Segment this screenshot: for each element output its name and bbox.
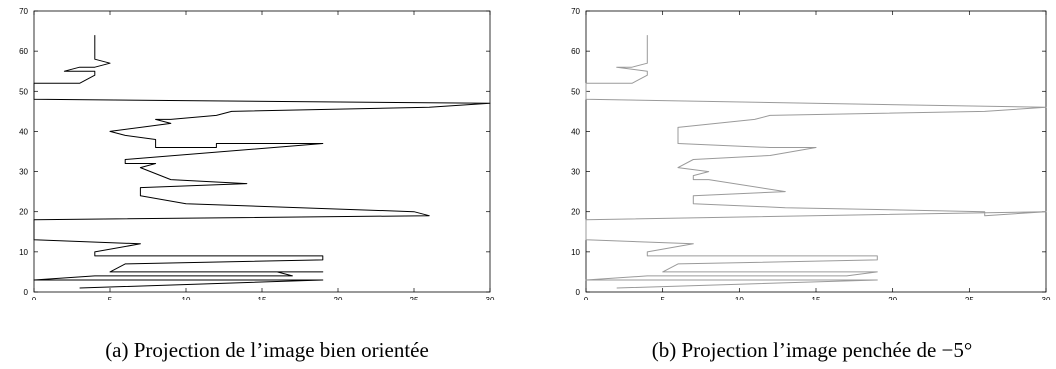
y-tick-label: 0 xyxy=(576,288,581,297)
plot-frame xyxy=(33,10,491,293)
x-tick-label: 0 xyxy=(32,296,37,300)
y-tick-label: 50 xyxy=(571,87,580,96)
x-tick-label: 10 xyxy=(182,296,191,300)
x-tick-label: 30 xyxy=(486,296,495,300)
x-tick-label: 25 xyxy=(965,296,974,300)
y-tick-label: 70 xyxy=(571,7,580,16)
projection-line xyxy=(585,35,1047,289)
x-tick-label: 5 xyxy=(108,296,113,300)
x-tick-label: 5 xyxy=(660,296,665,300)
caption-a: (a) Projection de l’image bien orientée xyxy=(105,338,429,362)
y-tick-label: 50 xyxy=(19,87,28,96)
x-tick-label: 20 xyxy=(334,296,343,300)
x-tick-label: 25 xyxy=(410,296,419,300)
y-tick-label: 0 xyxy=(24,288,29,297)
y-tick-label: 10 xyxy=(571,248,580,257)
chart-panel-a: 0 5 10 15 20 25 30 0 10 20 30 40 50 60 70 xyxy=(19,7,495,300)
projection-line xyxy=(33,35,491,289)
chart-panel-b: 0 5 10 15 20 25 30 0 10 20 30 40 50 60 70 xyxy=(571,7,1051,300)
y-tick-label: 30 xyxy=(19,168,28,177)
y-tick-label: 20 xyxy=(571,208,580,217)
x-tick-label: 15 xyxy=(812,296,821,300)
y-tick-label: 40 xyxy=(571,127,580,136)
x-tick-label: 20 xyxy=(888,296,897,300)
x-tick-label: 30 xyxy=(1042,296,1051,300)
caption-b: (b) Projection l’image penchée de −5° xyxy=(651,338,973,362)
y-tick-label: 40 xyxy=(19,127,28,136)
plot-frame xyxy=(585,10,1047,293)
y-tick-label: 70 xyxy=(19,7,28,16)
y-tick-label: 20 xyxy=(19,208,28,217)
y-tick-label: 10 xyxy=(19,248,28,257)
x-tick-label: 15 xyxy=(258,296,267,300)
x-tick-label: 0 xyxy=(584,296,589,300)
x-tick-label: 10 xyxy=(735,296,744,300)
y-tick-label: 60 xyxy=(19,47,28,56)
y-tick-label: 30 xyxy=(571,168,580,177)
y-tick-label: 60 xyxy=(571,47,580,56)
